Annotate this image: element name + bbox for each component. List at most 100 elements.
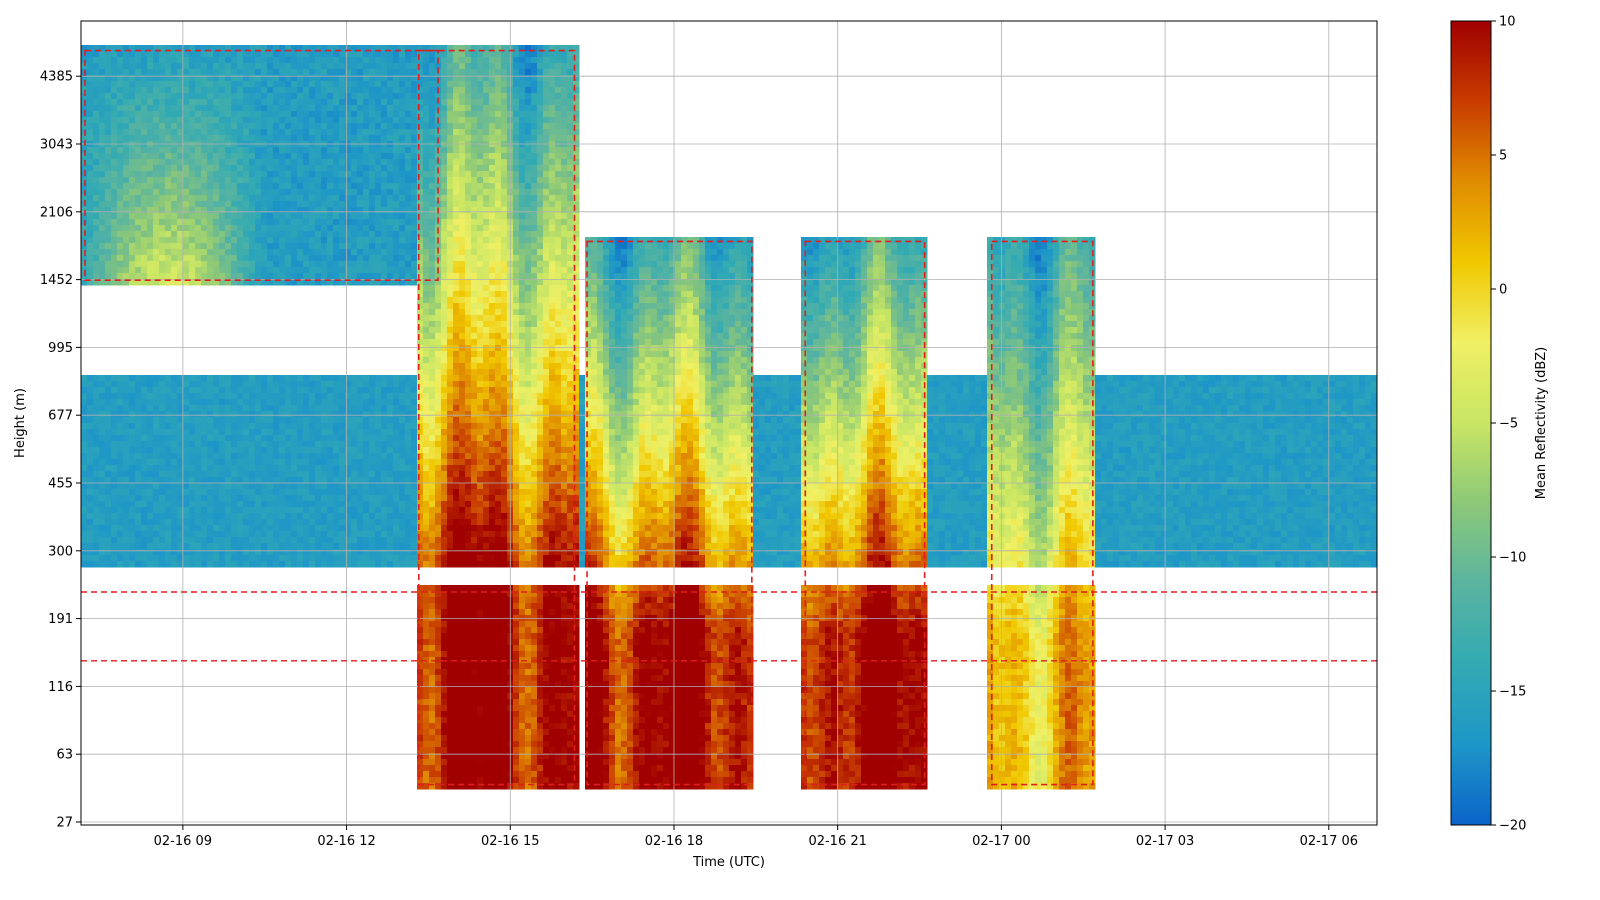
heatmap-cell <box>417 345 424 352</box>
heatmap-cell <box>741 237 748 244</box>
heatmap-cell <box>543 171 550 178</box>
heatmap-cell <box>567 165 574 172</box>
heatmap-cell <box>465 321 472 328</box>
heatmap-cell <box>657 309 664 316</box>
heatmap-cell <box>867 249 874 256</box>
heatmap-cell <box>123 255 130 262</box>
heatmap-cell <box>189 81 196 88</box>
heatmap-cell <box>213 129 220 136</box>
heatmap-cell <box>447 117 454 124</box>
heatmap-cell <box>123 135 130 142</box>
heatmap-cell <box>405 267 412 274</box>
heatmap-cell <box>267 123 274 130</box>
heatmap-cell <box>135 231 142 238</box>
heatmap-cell <box>327 45 334 52</box>
heatmap-cell <box>657 291 664 298</box>
heatmap-cell <box>801 351 808 358</box>
heatmap-cell <box>495 213 502 220</box>
heatmap-cell <box>261 249 268 256</box>
heatmap-cell <box>459 267 466 274</box>
heatmap-cell <box>543 183 550 190</box>
heatmap-cell <box>525 321 532 328</box>
heatmap-cell <box>825 345 832 352</box>
heatmap-cell <box>1029 249 1036 256</box>
heatmap-cell <box>669 291 676 298</box>
heatmap-cell <box>987 273 994 280</box>
heatmap-cell <box>741 309 748 316</box>
heatmap-cell <box>1023 303 1030 310</box>
heatmap-cell <box>129 243 136 250</box>
heatmap-cell <box>519 249 526 256</box>
heatmap-cell <box>465 117 472 124</box>
heatmap-cell <box>495 171 502 178</box>
heatmap-cell <box>129 201 136 208</box>
heatmap-cell <box>537 87 544 94</box>
heatmap-cell <box>1077 315 1084 322</box>
heatmap-cell <box>1071 321 1078 328</box>
heatmap-cell <box>615 315 622 322</box>
heatmap-cell <box>555 183 562 190</box>
heatmap-cell <box>1023 261 1030 268</box>
heatmap-cell <box>501 255 508 262</box>
heatmap-cell <box>513 63 520 70</box>
heatmap-cell <box>255 219 262 226</box>
heatmap-cell <box>537 123 544 130</box>
heatmap-cell <box>387 225 394 232</box>
heatmap-cell <box>723 291 730 298</box>
heatmap-cell <box>483 147 490 154</box>
heatmap-cell <box>105 45 112 52</box>
heatmap-cell <box>567 195 574 202</box>
heatmap-cell <box>501 189 508 196</box>
heatmap-cell <box>477 309 484 316</box>
heatmap-cell <box>231 153 238 160</box>
heatmap-cell <box>159 213 166 220</box>
heatmap-cell <box>537 261 544 268</box>
heatmap-cell <box>459 345 466 352</box>
heatmap-cell <box>243 243 250 250</box>
heatmap-cell <box>1011 345 1018 352</box>
heatmap-cell <box>483 273 490 280</box>
heatmap-cell <box>549 309 556 316</box>
heatmap-cell <box>525 177 532 184</box>
heatmap-cell <box>429 171 436 178</box>
heatmap-cell <box>87 153 94 160</box>
heatmap-cell <box>489 183 496 190</box>
heatmap-cell <box>279 123 286 130</box>
heatmap-cell <box>87 201 94 208</box>
heatmap-cell <box>489 195 496 202</box>
heatmap-cell <box>273 249 280 256</box>
heatmap-cell <box>285 183 292 190</box>
heatmap-cell <box>195 195 202 202</box>
heatmap-cell <box>375 249 382 256</box>
heatmap-cell <box>303 279 310 286</box>
heatmap-cell <box>837 321 844 328</box>
heatmap-cell <box>411 117 418 124</box>
heatmap-cell <box>729 339 736 346</box>
heatmap-cell <box>603 273 610 280</box>
heatmap-cell <box>231 57 238 64</box>
heatmap-cell <box>717 273 724 280</box>
heatmap-cell <box>999 273 1006 280</box>
heatmap-cell <box>363 255 370 262</box>
heatmap-cell <box>513 297 520 304</box>
heatmap-cell <box>147 75 154 82</box>
heatmap-cell <box>837 327 844 334</box>
heatmap-cell <box>1011 279 1018 286</box>
heatmap-cell <box>135 99 142 106</box>
heatmap-cell <box>411 231 418 238</box>
heatmap-cell <box>177 99 184 106</box>
heatmap-cell <box>513 183 520 190</box>
heatmap-cell <box>459 201 466 208</box>
heatmap-cell <box>573 267 580 274</box>
heatmap-cell <box>141 201 148 208</box>
heatmap-cell <box>249 117 256 124</box>
heatmap-cell <box>351 177 358 184</box>
heatmap-cell <box>537 57 544 64</box>
heatmap-cell <box>273 105 280 112</box>
heatmap-cell <box>537 51 544 58</box>
heatmap-cell <box>675 237 682 244</box>
heatmap-cell <box>81 225 88 232</box>
heatmap-cell <box>633 315 640 322</box>
heatmap-cell <box>129 255 136 262</box>
heatmap-cell <box>327 165 334 172</box>
